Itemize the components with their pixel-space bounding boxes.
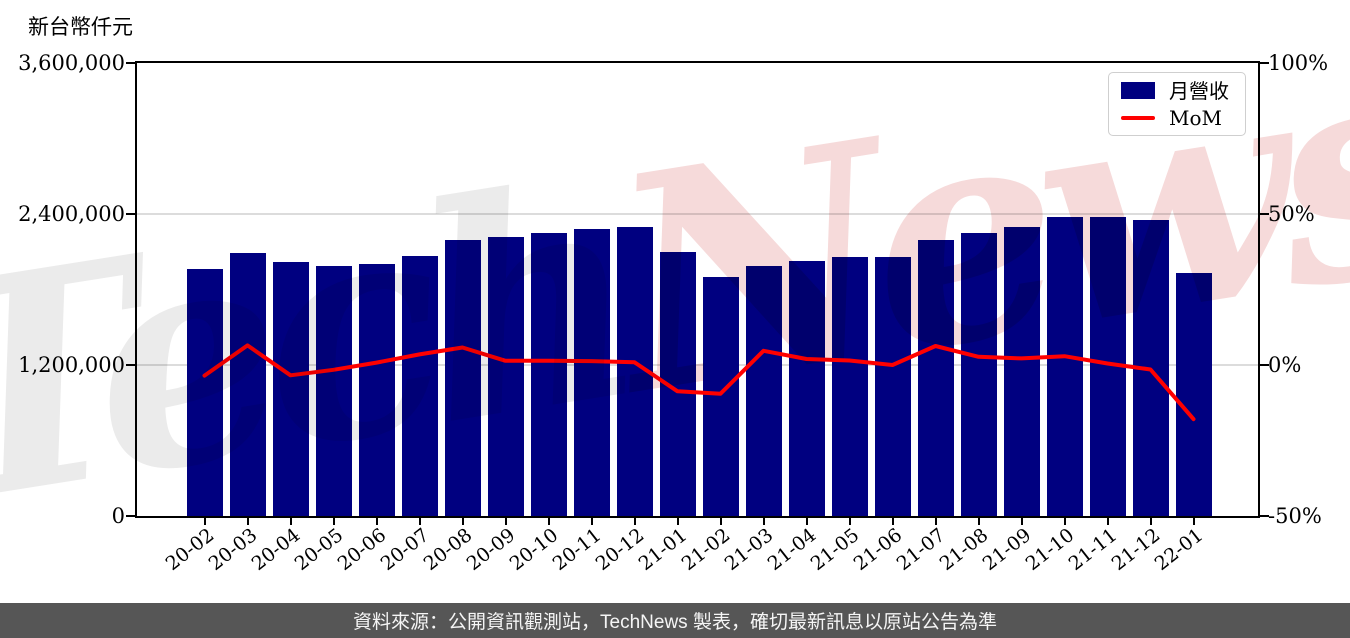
x-tick-label: 21-01	[634, 524, 692, 576]
x-tick-label: 21-07	[892, 524, 950, 576]
y-axis-tick-mark	[126, 515, 135, 517]
x-axis-tick-mark	[633, 518, 636, 525]
y-axis-tick-mark	[126, 364, 135, 366]
x-axis-tick-mark	[289, 518, 292, 525]
y-tick-label-left: 0	[111, 504, 125, 528]
revenue-bar	[1046, 216, 1083, 516]
x-tick-label: 21-09	[978, 524, 1036, 576]
x-tick-label: 21-05	[806, 524, 864, 576]
x-axis-tick-mark	[1020, 518, 1023, 525]
revenue-bar	[745, 265, 782, 516]
y-axis-unit-label: 新台幣仟元	[28, 15, 133, 39]
revenue-bar	[401, 255, 438, 516]
plot-area	[135, 61, 1260, 518]
x-axis-tick-mark	[1106, 518, 1109, 525]
x-tick-label: 21-03	[720, 524, 778, 576]
y-tick-label-right: 50%	[1268, 202, 1315, 226]
x-axis-tick-mark	[461, 518, 464, 525]
x-axis-tick-mark	[676, 518, 679, 525]
y-axis-tick-mark	[126, 62, 135, 64]
revenue-bar	[788, 260, 825, 516]
x-tick-label: 20-09	[462, 524, 520, 576]
revenue-bar	[917, 240, 954, 516]
y-tick-label-right: -50%	[1268, 504, 1322, 528]
y-tick-label-left: 1,200,000	[18, 353, 125, 377]
revenue-bar	[831, 256, 868, 516]
revenue-bar	[530, 232, 567, 516]
y-tick-label-left: 2,400,000	[18, 202, 125, 226]
x-axis-tick-mark	[590, 518, 593, 525]
gridline	[137, 213, 1258, 215]
revenue-bar	[1175, 273, 1212, 516]
percent-axis-tick-mark	[1260, 364, 1269, 366]
x-tick-label: 21-06	[849, 524, 907, 576]
x-tick-label: 22-01	[1150, 524, 1208, 576]
x-tick-label: 20-11	[548, 524, 606, 576]
x-tick-label: 20-02	[161, 524, 219, 576]
x-tick-label: 20-06	[333, 524, 391, 576]
x-tick-label: 21-12	[1107, 524, 1165, 576]
revenue-bar	[1003, 226, 1040, 516]
x-axis-tick-mark	[977, 518, 980, 525]
revenue-bar	[315, 265, 352, 516]
percent-axis-tick-mark	[1260, 62, 1269, 64]
x-axis-tick-mark	[375, 518, 378, 525]
x-tick-label: 20-08	[419, 524, 477, 576]
legend-bar-swatch-icon	[1121, 82, 1155, 99]
percent-axis-tick-mark	[1260, 515, 1269, 517]
y-axis-tick-mark	[126, 213, 135, 215]
legend-item-mom: MoM	[1121, 107, 1235, 129]
x-tick-label: 20-05	[290, 524, 348, 576]
revenue-bar	[229, 253, 266, 516]
x-axis-tick-mark	[1149, 518, 1152, 525]
percent-axis-tick-mark	[1260, 213, 1269, 215]
x-axis-tick-mark	[547, 518, 550, 525]
revenue-bar	[573, 229, 610, 516]
revenue-bar	[874, 256, 911, 516]
x-tick-label: 21-10	[1021, 524, 1079, 576]
revenue-bar	[186, 269, 223, 516]
x-axis-tick-mark	[848, 518, 851, 525]
mom-line	[202, 343, 1196, 422]
x-tick-label: 21-08	[935, 524, 993, 576]
x-axis-tick-mark	[1063, 518, 1066, 525]
revenue-bar	[444, 240, 481, 516]
revenue-bar	[272, 261, 309, 516]
x-tick-label: 20-12	[591, 524, 649, 576]
x-axis-tick-mark	[719, 518, 722, 525]
y-tick-label-right: 0%	[1268, 353, 1302, 377]
x-axis-tick-mark	[891, 518, 894, 525]
legend-label-revenue: 月營收	[1169, 78, 1229, 103]
x-axis-tick-mark	[504, 518, 507, 525]
y-tick-label-left: 3,600,000	[18, 51, 125, 75]
x-axis-tick-mark	[246, 518, 249, 525]
source-footer-text: 資料來源：公開資訊觀測站，TechNews 製表，確切最新訊息以原站公告為準	[353, 612, 997, 633]
x-tick-label: 21-02	[677, 524, 735, 576]
x-tick-label: 20-04	[247, 524, 305, 576]
legend-item-revenue: 月營收	[1121, 80, 1235, 102]
legend-line-swatch-icon	[1121, 115, 1155, 120]
revenue-bar	[960, 232, 997, 516]
gridline	[137, 364, 1258, 366]
revenue-bar	[358, 264, 395, 516]
revenue-bar	[487, 236, 524, 516]
x-axis-tick-mark	[418, 518, 421, 525]
x-axis-tick-mark	[332, 518, 335, 525]
x-axis-tick-mark	[934, 518, 937, 525]
x-tick-label: 20-10	[505, 524, 563, 576]
x-tick-label: 20-07	[376, 524, 434, 576]
y-tick-label-right: 100%	[1268, 51, 1329, 75]
x-tick-label: 21-11	[1064, 524, 1122, 576]
x-tick-label: 21-04	[763, 524, 821, 576]
revenue-bar	[702, 276, 739, 516]
legend-label-mom: MoM	[1169, 105, 1222, 130]
x-axis-tick-mark	[203, 518, 206, 525]
source-footer: 資料來源：公開資訊觀測站，TechNews 製表，確切最新訊息以原站公告為準	[0, 603, 1350, 638]
legend-box: 月營收 MoM	[1108, 72, 1246, 136]
x-axis-tick-mark	[805, 518, 808, 525]
x-axis-tick-mark	[762, 518, 765, 525]
x-axis-tick-mark	[1192, 518, 1195, 525]
x-tick-label: 20-03	[204, 524, 262, 576]
